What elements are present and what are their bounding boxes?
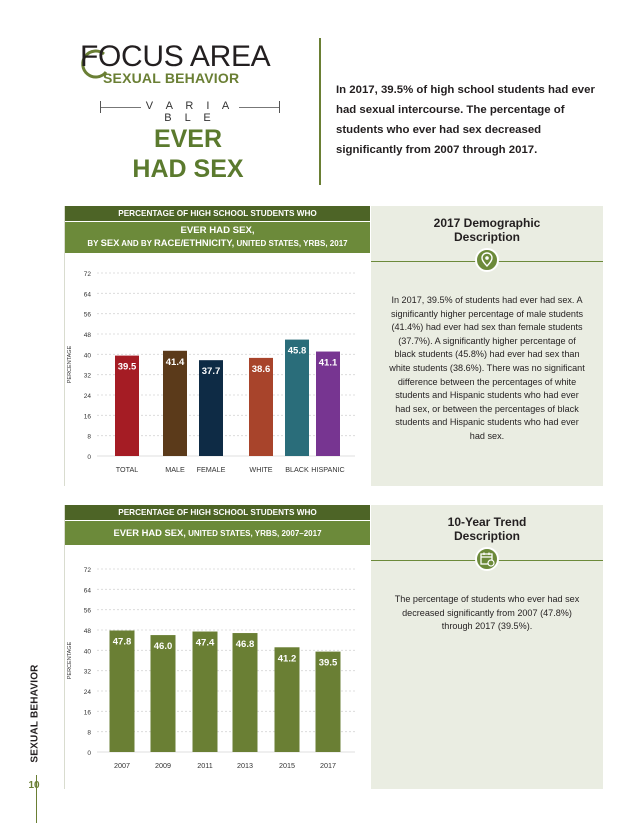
y-tick-label: 16 bbox=[84, 413, 92, 420]
calendar-clock-icon bbox=[475, 547, 499, 571]
x-tick-label: 2013 bbox=[237, 761, 253, 770]
bar-2015 bbox=[274, 647, 300, 752]
bar-white bbox=[249, 357, 273, 456]
chart2-svg: 0 8 16 24 32 40 48 56 64 72 PERCENTAGE 47.8 2007 46.0… bbox=[67, 567, 355, 770]
side-section-label: SEXUAL BEHAVIOR bbox=[28, 660, 42, 770]
y-tick-label: 40 bbox=[84, 352, 92, 359]
y-tick-label: 56 bbox=[84, 312, 92, 319]
bar-2011 bbox=[192, 631, 218, 752]
data-label: 37.7 bbox=[202, 366, 221, 377]
bar-male bbox=[163, 350, 187, 456]
x-tick-label: WHITE bbox=[249, 465, 272, 474]
header-divider bbox=[319, 38, 321, 185]
side-section-text: SEXUAL BEHAVIOR bbox=[29, 664, 41, 763]
bar-black bbox=[285, 339, 309, 456]
chart2-header-sub: EVER HAD SEX, UNITED STATES, YRBS, 2007–… bbox=[65, 520, 370, 545]
page-number: 10 bbox=[28, 780, 40, 791]
y-tick-label: 40 bbox=[84, 648, 92, 655]
x-tick-label: BLACK bbox=[285, 465, 309, 474]
data-label: 39.5 bbox=[118, 362, 137, 373]
chart1-header-top: PERCENTAGE OF HIGH SCHOOL STUDENTS WHO bbox=[65, 206, 370, 221]
chart2-header-top: PERCENTAGE OF HIGH SCHOOL STUDENTS WHO bbox=[65, 505, 370, 520]
x-tick-label: MALE bbox=[165, 465, 185, 474]
data-label: 46.8 bbox=[236, 639, 255, 650]
chart1-svg: 0 8 16 24 32 40 48 56 64 72 PERCENTAGE 39.5 TOTAL 41.… bbox=[67, 271, 355, 474]
y-tick-label: 64 bbox=[84, 291, 92, 298]
data-label: 47.4 bbox=[196, 638, 215, 649]
intro-paragraph: In 2017, 39.5% of high school students h… bbox=[336, 84, 595, 156]
x-tick-label: FEMALE bbox=[197, 465, 226, 474]
y-tick-label: 72 bbox=[84, 271, 92, 278]
y-tick-label: 32 bbox=[84, 373, 92, 380]
y-tick-label: 48 bbox=[84, 332, 92, 339]
bar-2017 bbox=[315, 651, 341, 752]
focus-area-title: FOCUS AREA bbox=[80, 40, 271, 73]
y-tick-label: 8 bbox=[87, 434, 91, 441]
y-tick-label: 48 bbox=[84, 628, 92, 635]
focus-area-category: SEXUAL BEHAVIOR bbox=[103, 70, 240, 86]
variable-label-row: V A R I A B L E bbox=[100, 100, 280, 124]
y-tick-label: 32 bbox=[84, 669, 92, 676]
bar-female bbox=[199, 360, 223, 456]
chart2-panel: PERCENTAGE OF HIGH SCHOOL STUDENTS WHO E… bbox=[64, 505, 370, 789]
data-label: 41.4 bbox=[166, 357, 185, 368]
bar-2009 bbox=[150, 635, 176, 752]
x-tick-label: HISPANIC bbox=[311, 465, 344, 474]
chart1-panel: PERCENTAGE OF HIGH SCHOOL STUDENTS WHO E… bbox=[64, 206, 370, 486]
bar-2007 bbox=[109, 630, 135, 752]
desc1-title-line2: Description bbox=[453, 230, 520, 244]
variable-title-line1: EVER bbox=[153, 125, 223, 153]
y-tick-label: 56 bbox=[84, 608, 92, 615]
desc2-title: 10-Year Trend Description bbox=[371, 515, 603, 543]
desc2-panel: 10-Year Trend Description The percentage… bbox=[371, 505, 603, 789]
chart2-title-line1: EVER HAD SEX, UNITED STATES, YRBS, 2007–… bbox=[113, 527, 322, 538]
bar-2013 bbox=[232, 633, 258, 752]
data-label: 45.8 bbox=[288, 346, 307, 357]
chart1-title-line2: BY SEX AND BY RACE/ETHNICITY, UNITED STA… bbox=[87, 237, 348, 248]
data-label: 46.0 bbox=[154, 641, 173, 652]
x-tick-label: 2017 bbox=[320, 761, 336, 770]
bar-hispanic bbox=[316, 351, 340, 456]
desc2-body: The percentage of students who ever had … bbox=[394, 594, 580, 632]
desc1-body: In 2017, 39.5% of students had ever had … bbox=[389, 295, 585, 441]
y-tick-label: 24 bbox=[84, 689, 92, 696]
y-tick-label: 8 bbox=[87, 730, 91, 737]
chart1-header-sub: EVER HAD SEX, BY SEX AND BY RACE/ETHNICI… bbox=[65, 221, 370, 253]
data-label: 39.5 bbox=[319, 658, 338, 669]
desc1-panel: 2017 Demographic Description In 2017, 39… bbox=[371, 206, 603, 486]
data-label: 41.2 bbox=[278, 653, 297, 664]
variable-label: V A R I A B L E bbox=[145, 100, 235, 124]
focus-arc-icon bbox=[81, 49, 108, 79]
desc2-title-line1: 10-Year Trend bbox=[447, 515, 527, 529]
variable-title: EVER HAD SEX bbox=[118, 124, 258, 184]
y-axis-label: PERCENTAGE bbox=[67, 641, 73, 679]
y-tick-label: 72 bbox=[84, 567, 92, 574]
desc2-title-line2: Description bbox=[453, 529, 520, 543]
x-tick-label: 2007 bbox=[114, 761, 130, 770]
desc1-title-line1: 2017 Demographic bbox=[433, 216, 541, 230]
variable-title-line2: HAD SEX bbox=[132, 155, 244, 183]
bar-total bbox=[115, 355, 139, 456]
y-tick-label: 64 bbox=[84, 587, 92, 594]
x-tick-label: 2009 bbox=[155, 761, 171, 770]
data-label: 47.8 bbox=[113, 637, 132, 648]
desc1-title: 2017 Demographic Description bbox=[371, 216, 603, 244]
y-tick-label: 24 bbox=[84, 393, 92, 400]
x-tick-label: 2011 bbox=[197, 761, 212, 770]
y-tick-label: 0 bbox=[87, 750, 91, 757]
data-label: 41.1 bbox=[319, 358, 338, 369]
x-tick-label: TOTAL bbox=[116, 465, 139, 474]
y-tick-label: 0 bbox=[87, 454, 91, 461]
map-pin-icon bbox=[475, 248, 499, 272]
y-tick-label: 16 bbox=[84, 709, 92, 716]
data-label: 38.6 bbox=[252, 364, 271, 375]
y-axis-label: PERCENTAGE bbox=[67, 345, 73, 383]
x-tick-label: 2015 bbox=[279, 761, 295, 770]
chart1-title-line1: EVER HAD SEX, bbox=[180, 225, 255, 236]
side-rule bbox=[36, 775, 37, 823]
